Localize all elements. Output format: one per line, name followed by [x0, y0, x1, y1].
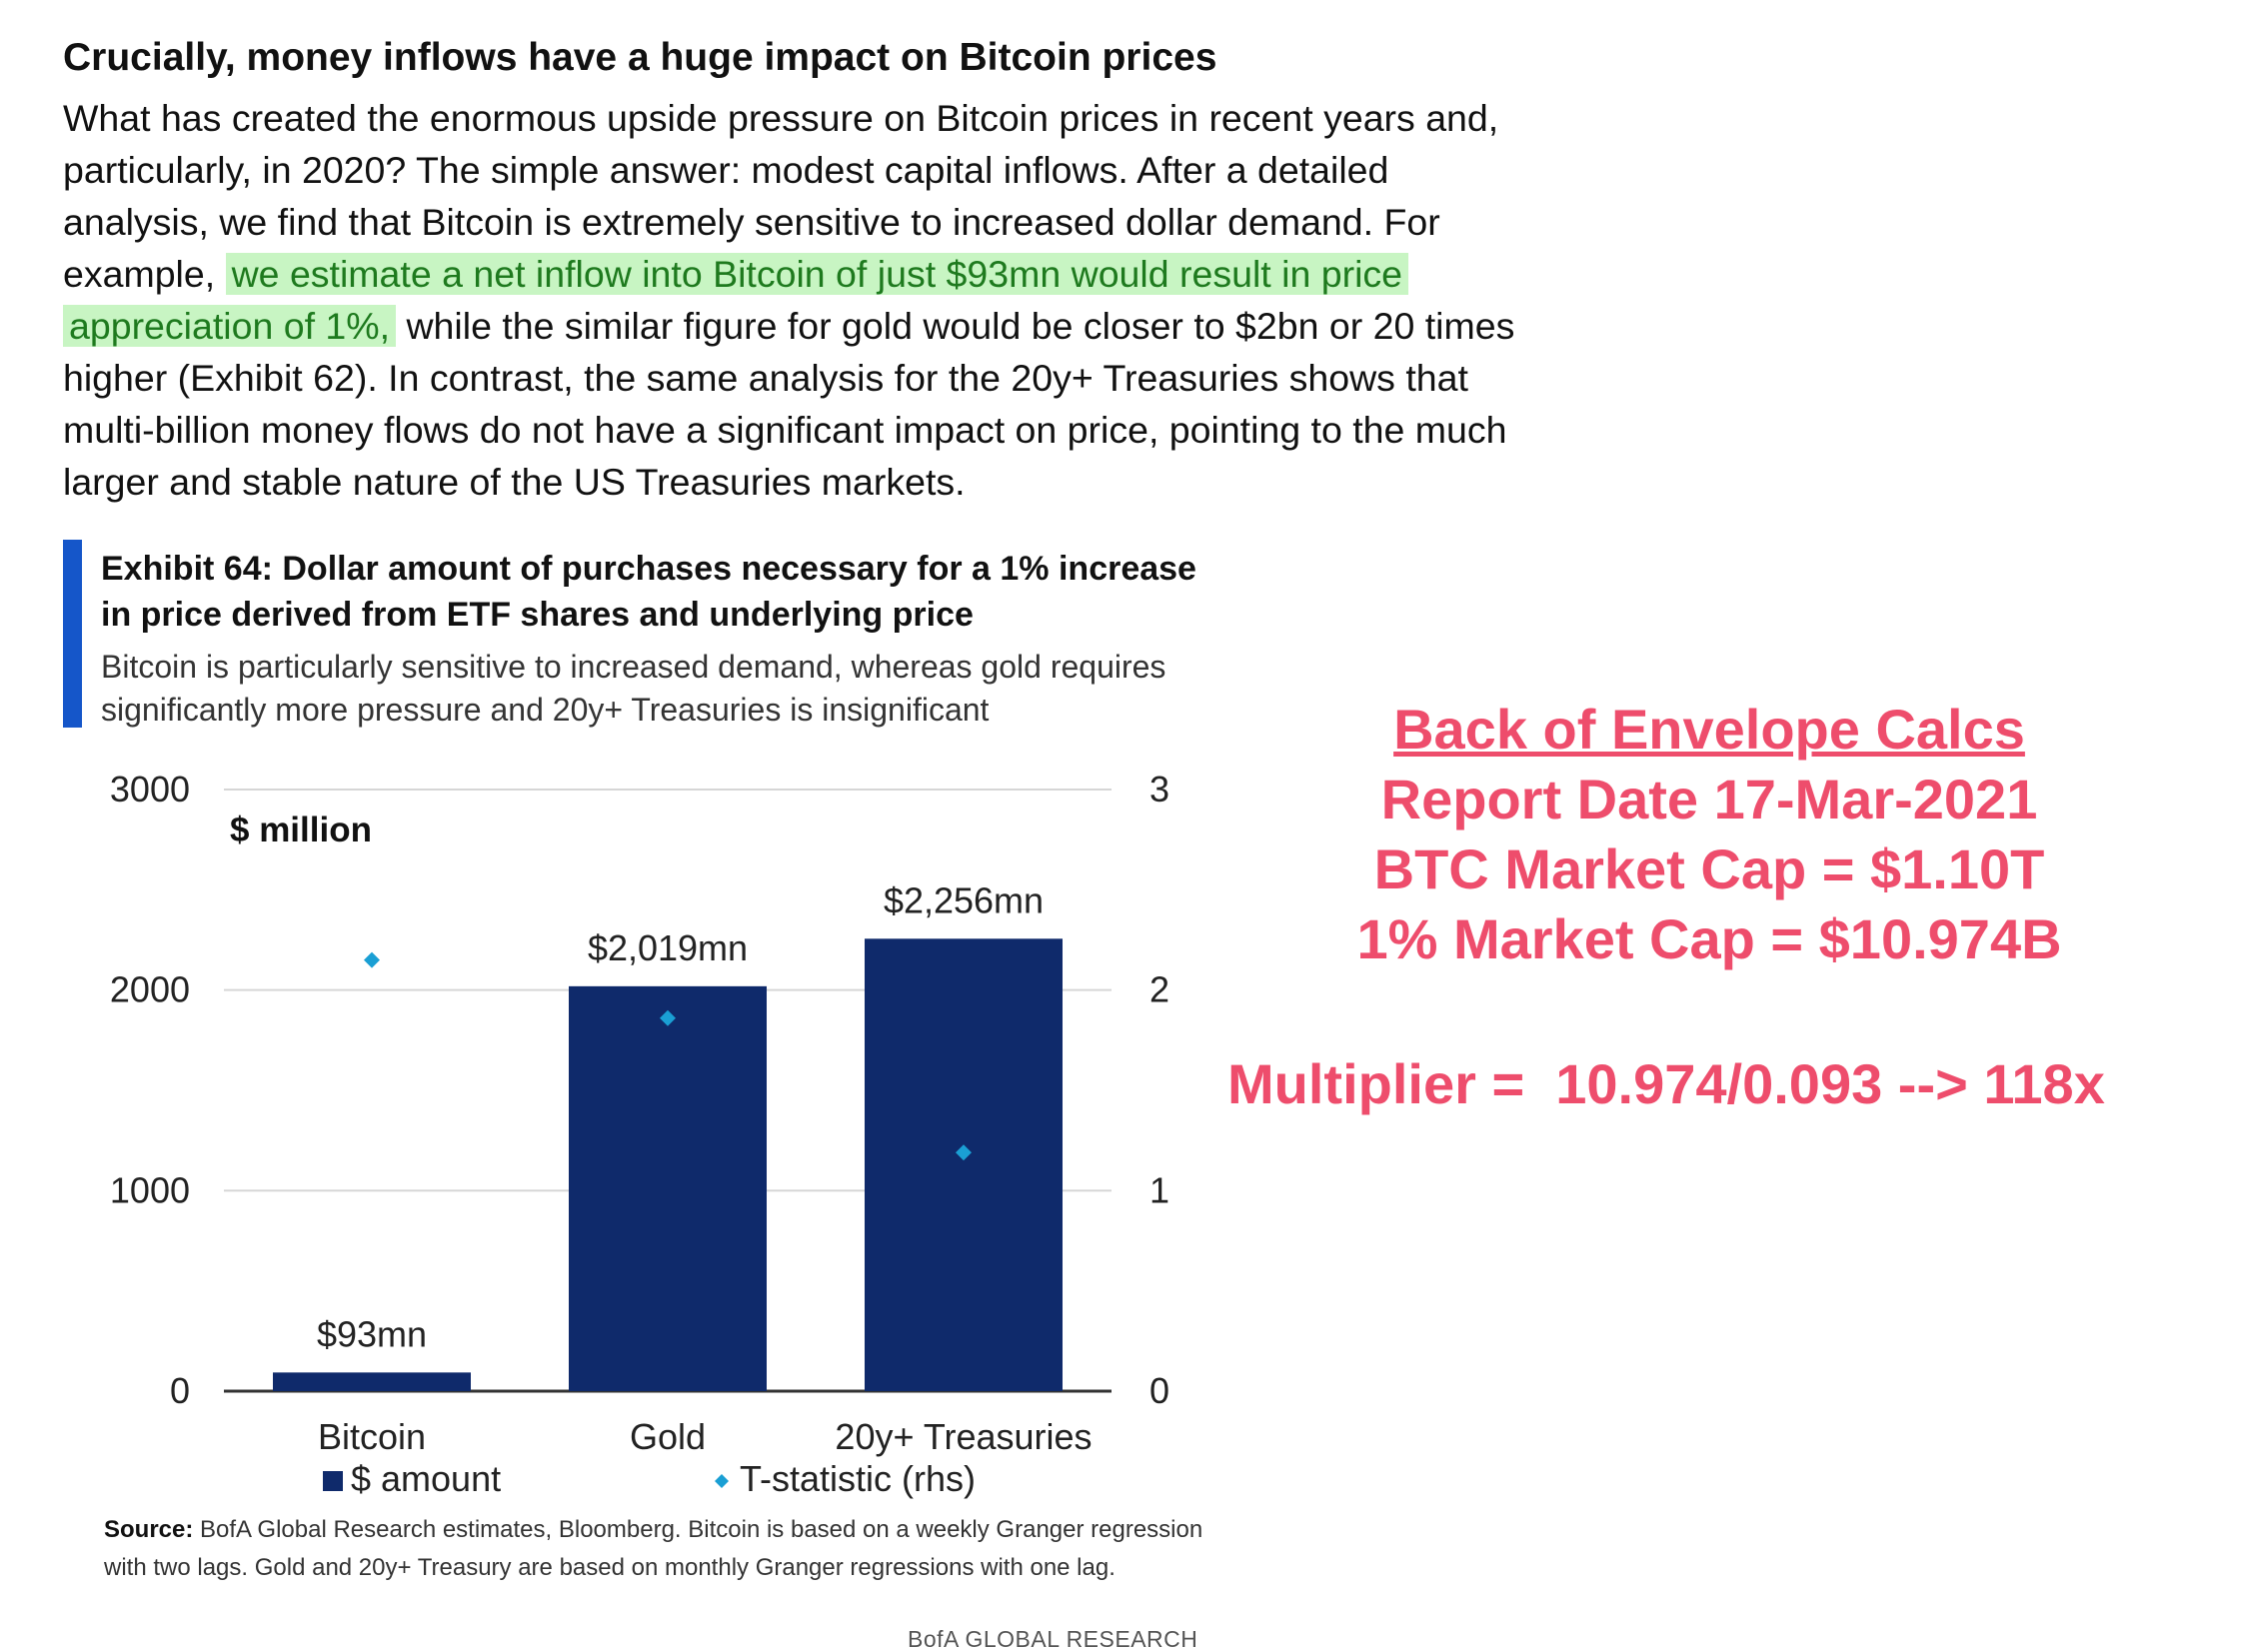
bar-chart: 0 1000 2000 3000 0 1 2 3 $ million $93mn Bitcoin $2…	[110, 769, 1169, 1499]
x-tick-label: Gold	[630, 1416, 706, 1457]
highlighted-text: we estimate a net inflow into Bitcoin of…	[225, 253, 1409, 295]
y-right-tick-label: 3	[1149, 769, 1169, 810]
legend-swatch-marker	[715, 1474, 729, 1488]
y-right-tick-label: 0	[1149, 1370, 1169, 1411]
y-left-tick-label: 3000	[110, 769, 190, 810]
paragraph-line: higher (Exhibit 62). In contrast, the sa…	[63, 357, 1468, 399]
calcs-multiplier: Multiplier = 10.974/0.093 --> 118x	[1227, 1052, 2105, 1115]
exhibit-accent-bar	[63, 540, 82, 728]
paragraph-line: particularly, in 2020? The simple answer…	[63, 149, 1389, 191]
calcs-report-date: Report Date 17-Mar-2021	[1380, 768, 2038, 830]
x-tick-label: 20y+ Treasuries	[835, 1416, 1092, 1457]
paragraph-line: analysis, we find that Bitcoin is extrem…	[63, 201, 1440, 243]
legend-label: T-statistic (rhs)	[740, 1458, 976, 1499]
y-left-tick-label: 2000	[110, 969, 190, 1010]
paragraph-line: larger and stable nature of the US Treas…	[63, 461, 966, 503]
paragraph-line: What has created the enormous upside pre…	[63, 97, 1499, 139]
paragraph-text: example,	[63, 253, 226, 295]
exhibit-subtitle: Bitcoin is particularly sensitive to inc…	[101, 649, 1166, 728]
x-tick-label: Bitcoin	[318, 1416, 426, 1457]
y-left-tick-label: 0	[170, 1370, 190, 1411]
calcs-market-cap: BTC Market Cap = $1.10T	[1373, 837, 2045, 900]
tstat-marker	[660, 1009, 676, 1026]
paragraph-text: while the similar figure for gold would …	[396, 305, 1515, 347]
highlighted-text: appreciation of 1%,	[63, 305, 397, 347]
paragraph-line: multi-billion money flows do not have a …	[63, 409, 1507, 451]
bar	[569, 985, 767, 1391]
exhibit-source: Source: BofA Global Research estimates, …	[104, 1511, 1203, 1587]
legend-swatch-bar	[323, 1471, 343, 1491]
y-unit-label: $ million	[230, 811, 372, 849]
chart-markers	[364, 951, 972, 1161]
chart-bars	[273, 938, 1063, 1391]
source-text: BofA Global Research estimates, Bloomber…	[104, 1516, 1203, 1581]
exhibit-title: Exhibit 64: Dollar amount of purchases n…	[101, 550, 1196, 634]
calcs-title: Back of Envelope Calcs	[1393, 698, 2025, 761]
bar-data-label: $2,019mn	[588, 927, 748, 968]
y-right-tick-label: 1	[1149, 1169, 1169, 1210]
legend-label: $ amount	[351, 1458, 501, 1499]
article-heading: Crucially, money inflows have a huge imp…	[63, 36, 1217, 79]
bar	[273, 1372, 471, 1391]
paragraph-line: example, we estimate a net inflow into B…	[63, 248, 1622, 300]
tstat-marker	[956, 1144, 972, 1161]
bar-data-label: $2,256mn	[884, 879, 1044, 920]
exhibit-footer: BofA GLOBAL RESEARCH	[908, 1626, 1198, 1652]
y-left-tick-label: 1000	[110, 1169, 190, 1210]
article-paragraph: What has created the enormous upside pre…	[63, 92, 1622, 508]
chart-legend: $ amount T-statistic (rhs)	[323, 1458, 976, 1499]
paragraph-line: appreciation of 1%, while the similar fi…	[63, 300, 1622, 352]
y-right-tick-label: 2	[1149, 969, 1169, 1010]
chart-labels: 0 1000 2000 3000 0 1 2 3 $ million $93mn Bitcoin $2…	[110, 769, 1169, 1457]
calcs-block: Back of Envelope Calcs Report Date 17-Ma…	[1209, 695, 2209, 974]
source-label: Source:	[104, 1516, 194, 1543]
calcs-one-percent: 1% Market Cap = $10.974B	[1356, 907, 2062, 970]
bar-data-label: $93mn	[317, 1313, 427, 1354]
tstat-marker	[364, 951, 380, 968]
bar	[865, 938, 1063, 1391]
